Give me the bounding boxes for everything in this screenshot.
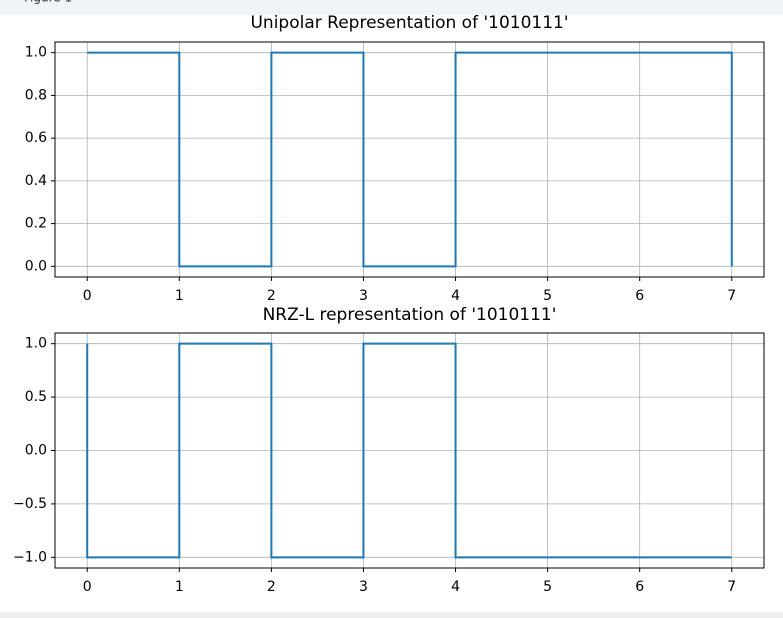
y-tick-label: 0.0: [25, 443, 47, 459]
x-tick-label: 2: [267, 579, 276, 595]
chart-title: NRZ-L representation of '1010111': [263, 305, 557, 325]
y-tick-label: 0.0: [25, 258, 47, 274]
x-tick-label: 3: [359, 579, 368, 595]
axes-frame: [54, 41, 765, 278]
title-bar: [0, 0, 783, 15]
x-tick-label: 7: [727, 579, 736, 595]
window-title: Figure 1: [24, 0, 72, 5]
x-tick-label: 0: [83, 579, 92, 595]
y-tick-label: 0.6: [25, 130, 47, 146]
x-tick-label: 5: [543, 579, 552, 595]
x-tick-label: 7: [727, 288, 736, 304]
x-tick-label: 0: [83, 288, 92, 304]
x-tick-label: 1: [175, 288, 184, 304]
x-tick-label: 1: [175, 579, 184, 595]
axes-frame: [54, 332, 765, 569]
toolbar: [0, 612, 783, 618]
data-line: [87, 51, 733, 268]
x-tick-label: 2: [267, 288, 276, 304]
y-tick-label: −1.0: [13, 549, 47, 565]
x-tick-label: 4: [451, 579, 460, 595]
y-tick-label: 1.0: [25, 336, 47, 352]
chart-title: Unipolar Representation of '1010111': [250, 13, 568, 33]
x-tick-label: 6: [635, 579, 644, 595]
y-tick-label: 1.0: [25, 45, 47, 61]
data-line: [86, 342, 732, 559]
y-tick-label: 0.5: [25, 389, 47, 405]
x-tick-label: 3: [359, 288, 368, 304]
y-tick-label: 0.2: [25, 216, 47, 232]
y-tick-label: 0.4: [25, 173, 47, 189]
y-tick-label: 0.8: [25, 87, 47, 103]
x-tick-label: 4: [451, 288, 460, 304]
y-tick-label: −0.5: [13, 496, 47, 512]
x-tick-label: 5: [543, 288, 552, 304]
x-tick-label: 6: [635, 288, 644, 304]
